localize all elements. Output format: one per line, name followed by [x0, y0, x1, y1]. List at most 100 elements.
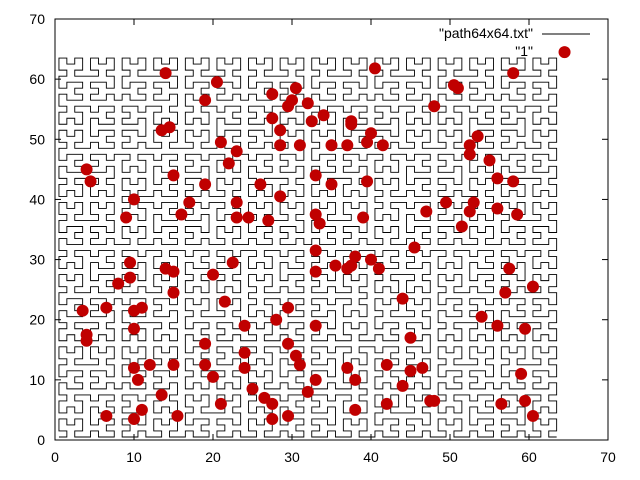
legend-entry-path-label: "path64x64.txt"	[439, 25, 533, 41]
data-point	[301, 97, 314, 110]
data-point	[491, 172, 504, 185]
data-point	[84, 175, 97, 188]
data-point	[274, 124, 287, 137]
data-point	[408, 241, 421, 254]
data-point	[218, 295, 231, 308]
data-point	[183, 196, 196, 209]
data-point	[128, 193, 140, 206]
data-point	[507, 67, 520, 80]
data-point	[341, 139, 354, 152]
data-point	[507, 175, 520, 188]
data-point	[365, 127, 377, 140]
y-tick-label: 70	[29, 11, 45, 27]
data-point	[325, 178, 338, 191]
data-point	[455, 220, 468, 233]
data-point	[495, 397, 508, 410]
y-tick-label: 50	[29, 131, 45, 147]
data-point	[519, 322, 532, 335]
x-tick-label: 70	[600, 449, 616, 465]
data-point	[238, 361, 251, 374]
x-tick-label: 40	[363, 449, 379, 465]
y-tick-label: 20	[29, 312, 45, 328]
data-point	[309, 373, 322, 386]
x-tick-label: 60	[521, 449, 537, 465]
data-point	[491, 319, 504, 332]
data-point	[128, 322, 140, 335]
data-point	[305, 115, 318, 128]
data-point	[491, 202, 504, 215]
data-point	[199, 358, 212, 371]
data-point	[124, 256, 137, 269]
data-point	[230, 145, 243, 158]
data-point	[266, 412, 279, 425]
data-point	[365, 253, 377, 266]
data-point	[420, 205, 433, 218]
data-point	[376, 139, 389, 152]
data-point	[282, 337, 295, 350]
data-point	[341, 262, 354, 275]
data-point	[266, 112, 279, 125]
data-point	[463, 148, 476, 161]
data-point	[167, 358, 180, 371]
data-point	[404, 364, 417, 377]
data-point	[289, 349, 302, 362]
legend-entry-points-label: "1"	[515, 43, 533, 59]
data-point	[301, 385, 314, 398]
x-tick-label: 30	[284, 449, 300, 465]
data-point	[428, 394, 441, 407]
data-point	[361, 136, 374, 149]
data-point	[325, 139, 338, 152]
data-point	[396, 292, 409, 305]
data-point	[76, 304, 89, 317]
data-point	[309, 319, 322, 332]
y-tick-label: 40	[29, 191, 45, 207]
data-point	[372, 262, 385, 275]
data-point	[309, 169, 322, 182]
data-points	[76, 46, 571, 425]
data-point	[317, 109, 330, 122]
data-point	[313, 217, 326, 230]
data-point	[124, 271, 137, 284]
data-point	[80, 163, 93, 176]
data-point	[135, 403, 148, 416]
data-point	[357, 211, 370, 224]
data-point	[349, 373, 362, 386]
data-point	[345, 118, 358, 131]
data-point	[467, 196, 480, 209]
data-point	[440, 196, 453, 209]
data-point	[167, 286, 180, 299]
data-point	[80, 334, 93, 347]
data-point	[463, 205, 476, 218]
data-point	[100, 409, 113, 422]
y-tick-label: 0	[37, 432, 45, 448]
data-point	[230, 196, 243, 209]
data-point	[167, 265, 180, 278]
data-point	[207, 268, 219, 281]
data-point	[293, 139, 306, 152]
data-point	[309, 265, 322, 278]
y-tick-label: 60	[29, 71, 45, 87]
data-point	[175, 208, 188, 221]
data-point	[270, 313, 283, 326]
x-tick-label: 0	[51, 449, 59, 465]
data-point	[135, 301, 148, 314]
plot-frame	[54, 18, 609, 441]
data-point	[199, 94, 212, 107]
data-point	[159, 67, 172, 80]
data-point	[171, 409, 184, 422]
data-point	[282, 409, 295, 422]
data-point	[128, 361, 140, 374]
data-point	[349, 250, 362, 263]
data-point	[558, 46, 571, 59]
data-point	[396, 379, 409, 392]
data-point	[380, 358, 393, 371]
data-point	[131, 373, 144, 386]
data-point	[349, 403, 362, 416]
data-point	[471, 130, 484, 143]
data-point	[282, 100, 295, 113]
data-point	[341, 361, 354, 374]
data-point	[451, 82, 464, 95]
data-point	[238, 319, 251, 332]
data-point	[238, 346, 251, 359]
